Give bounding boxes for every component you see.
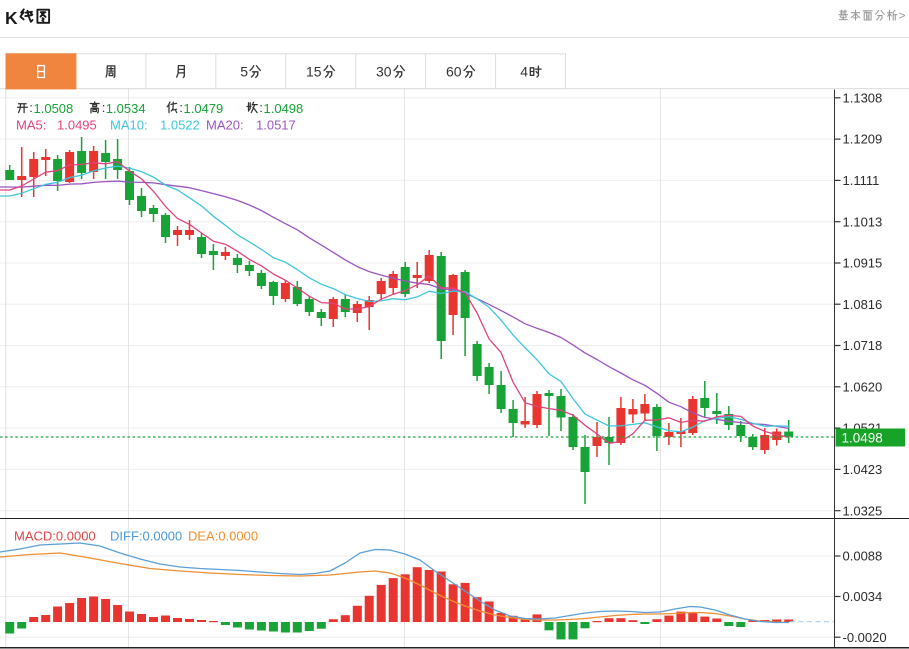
svg-text:1.0498: 1.0498 — [264, 101, 304, 116]
svg-text:1.1013: 1.1013 — [843, 214, 883, 229]
svg-text::: : — [29, 100, 33, 115]
svg-text:-0.0020: -0.0020 — [843, 630, 887, 645]
svg-text:15: 15 — [306, 64, 322, 80]
svg-text::: : — [259, 100, 263, 115]
svg-text:1.0816: 1.0816 — [843, 297, 883, 312]
svg-text::: : — [179, 100, 183, 115]
svg-text:1.0718: 1.0718 — [843, 338, 883, 353]
svg-text:K: K — [5, 8, 18, 28]
svg-text:4: 4 — [520, 64, 528, 80]
svg-text:MA20:: MA20: — [206, 118, 244, 133]
svg-text:MA10:: MA10: — [110, 118, 148, 133]
svg-text:60: 60 — [446, 64, 462, 80]
svg-text:DEA:0.0000: DEA:0.0000 — [188, 529, 258, 544]
svg-text:MA5:: MA5: — [16, 118, 46, 133]
svg-text:MACD:0.0000: MACD:0.0000 — [14, 529, 96, 544]
svg-text:1.1308: 1.1308 — [843, 90, 883, 105]
svg-text:1.0915: 1.0915 — [843, 256, 883, 271]
svg-text:1.0620: 1.0620 — [843, 379, 883, 394]
svg-text:1.0479: 1.0479 — [184, 101, 224, 116]
svg-text:1.0495: 1.0495 — [57, 118, 97, 133]
svg-text:0.0034: 0.0034 — [843, 589, 883, 604]
svg-text:5: 5 — [240, 64, 248, 80]
svg-text::: : — [102, 100, 106, 115]
svg-text:DIFF:0.0000: DIFF:0.0000 — [110, 529, 182, 544]
svg-text:1.1111: 1.1111 — [843, 173, 880, 188]
svg-text:1.0534: 1.0534 — [106, 101, 146, 116]
svg-text:1.0498: 1.0498 — [842, 430, 883, 445]
svg-text:>: > — [899, 9, 906, 23]
svg-text:1.0517: 1.0517 — [256, 118, 296, 133]
svg-text:1.0325: 1.0325 — [843, 503, 883, 518]
svg-text:1.1209: 1.1209 — [843, 132, 883, 147]
svg-text:1.0522: 1.0522 — [160, 118, 200, 133]
svg-text:1.0508: 1.0508 — [34, 101, 74, 116]
svg-text:1.0423: 1.0423 — [843, 462, 883, 477]
svg-text:30: 30 — [376, 64, 392, 80]
svg-text:0.0088: 0.0088 — [843, 549, 883, 564]
